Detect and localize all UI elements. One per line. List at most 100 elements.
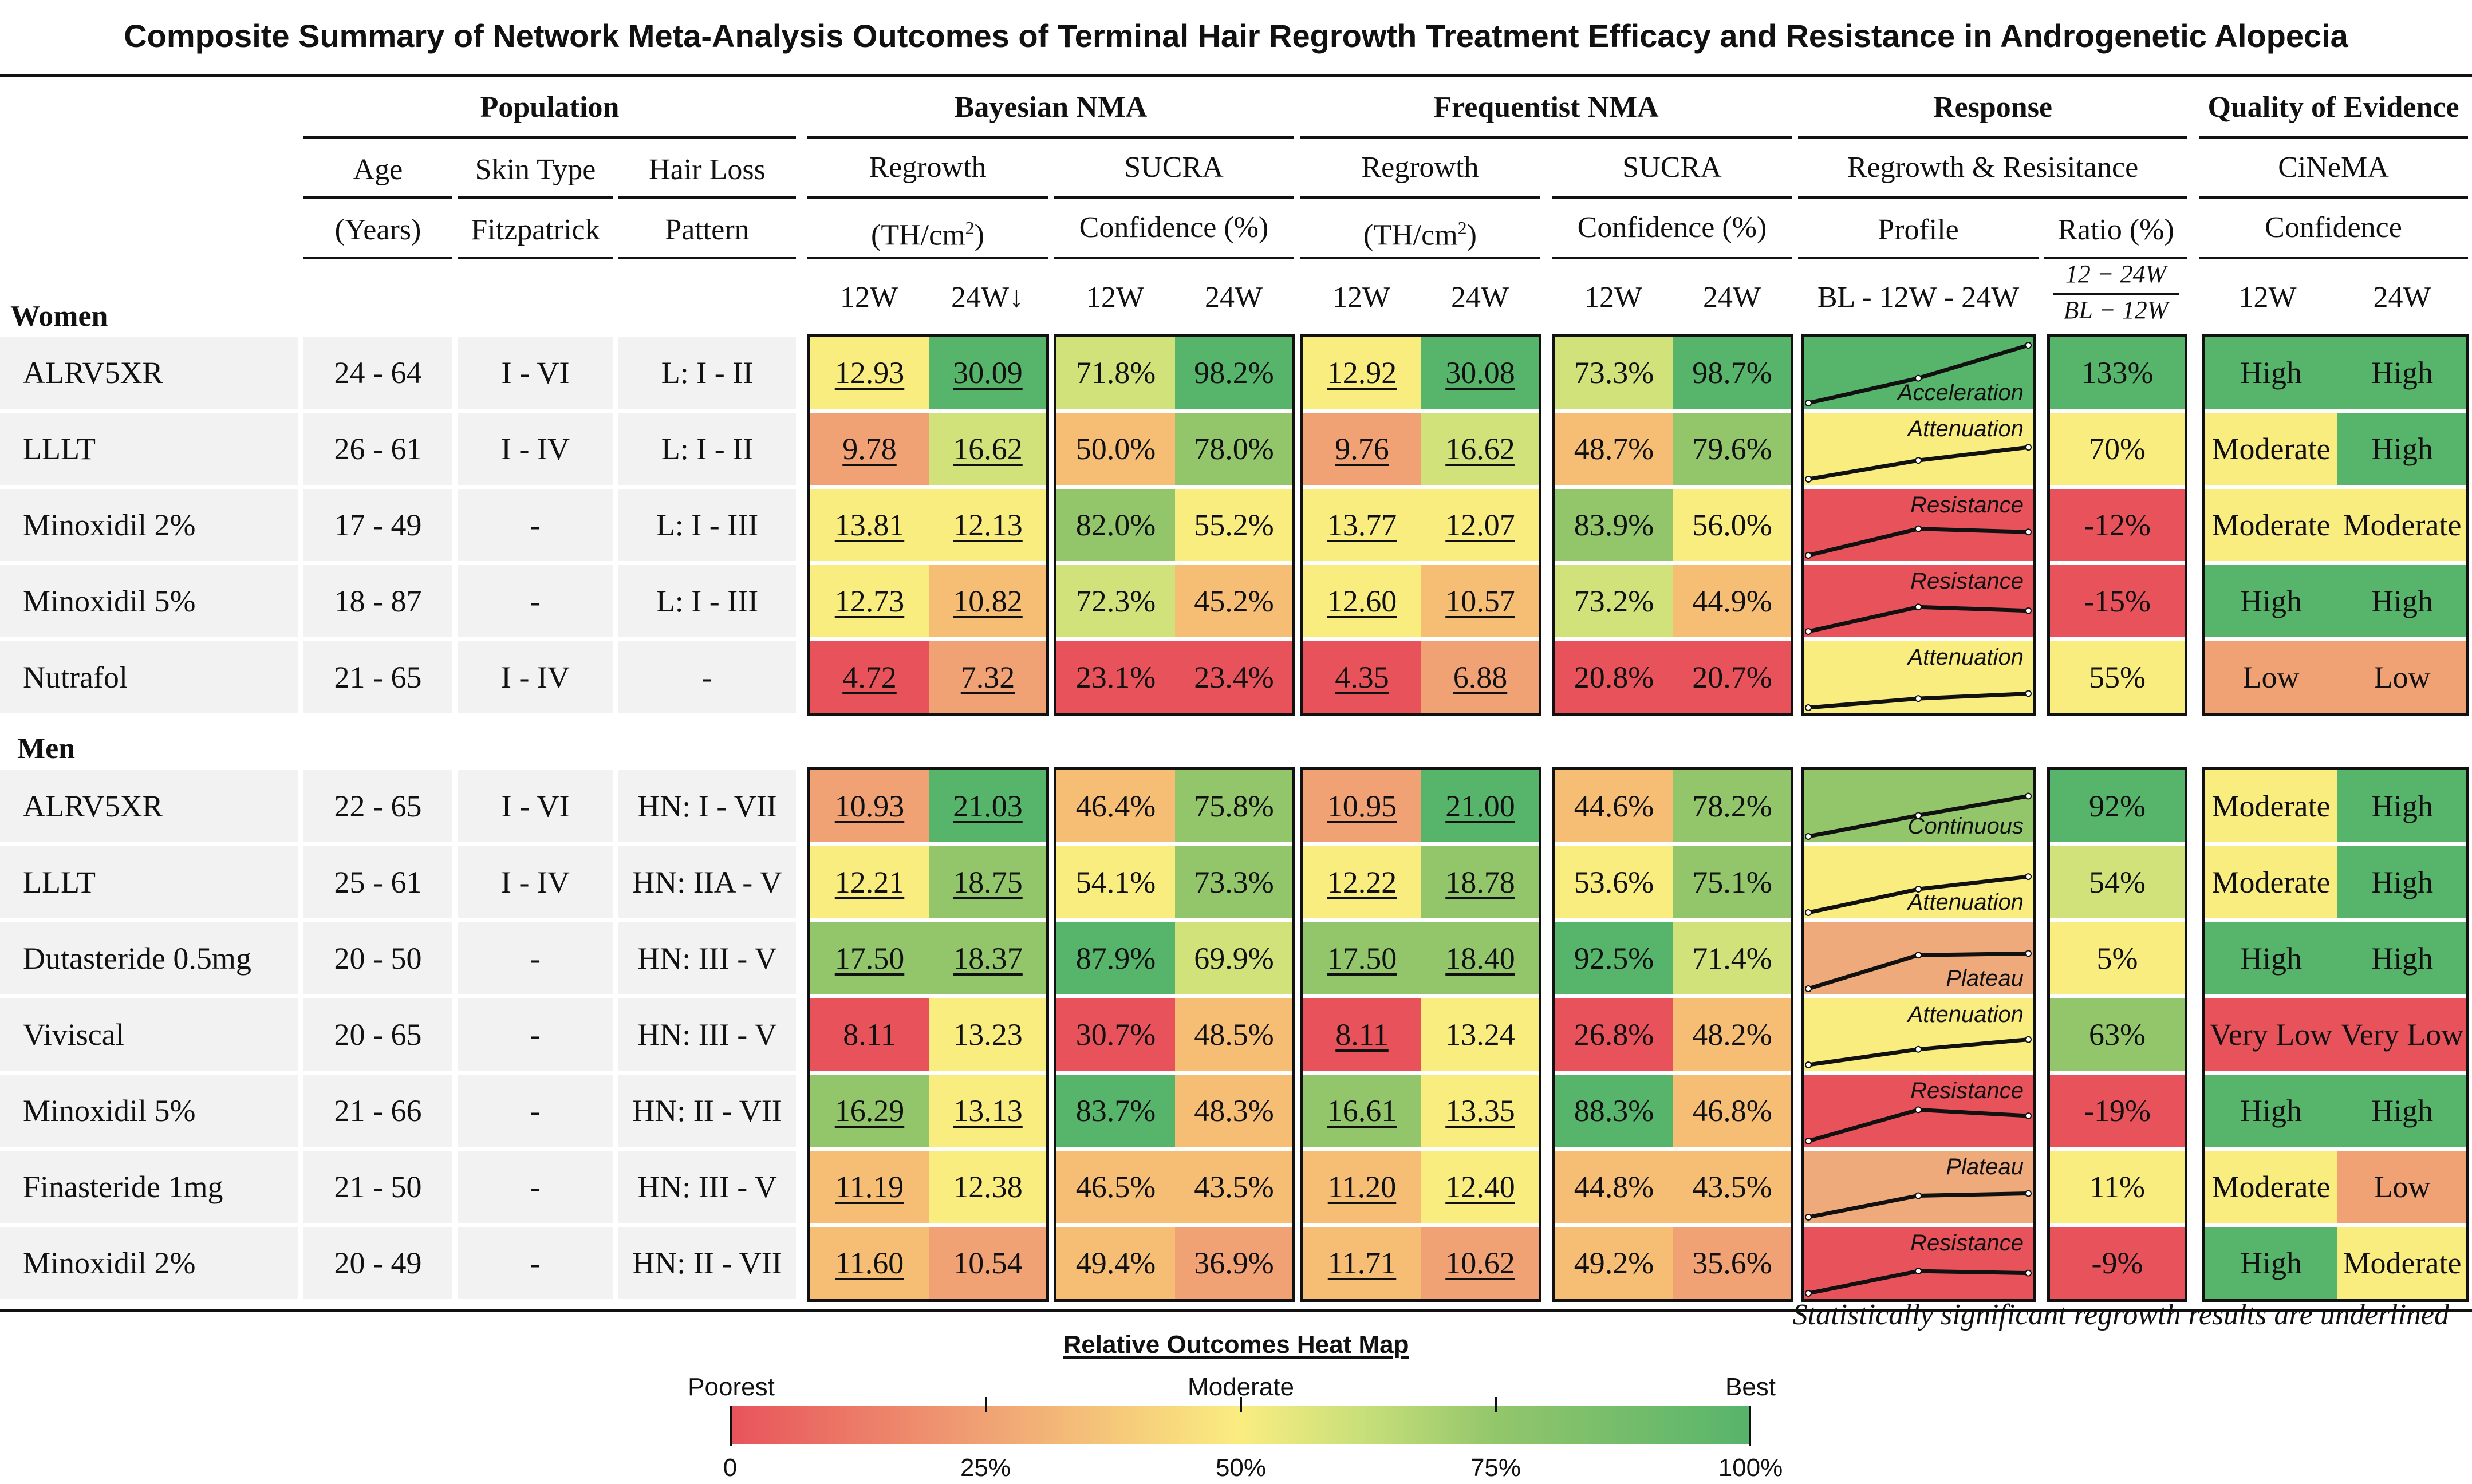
cell-value: 18.40 [1445,941,1515,976]
trend-point [2025,1190,2032,1197]
heat-cell-fs24: 35.6% [1673,1227,1791,1299]
heat-cell-b24: 13.13 [929,1075,1047,1147]
heat-cell-b24: 10.82 [929,565,1047,637]
trend-point [2025,1036,2032,1043]
profile-label: Resistance [1910,492,2024,518]
profile-sparkline: Acceleration [1804,337,2033,409]
trend-line [1805,792,2032,840]
hair-pattern-cell: HN: III - V [618,998,796,1071]
skin-type-cell: - [458,1227,613,1299]
heat-cell-bs12: 49.4% [1056,1227,1175,1299]
legend-tick-50: 50% [1215,1454,1267,1482]
heat-cell-b24: 30.09 [929,337,1047,409]
heat-cell-bs24: 75.8% [1175,770,1293,842]
trend-point [2025,1112,2032,1119]
row-label: ALRV5XR [0,770,298,842]
header-age-unit: (Years) [334,214,421,246]
trend-line [1805,873,2032,916]
heat-cell-c24: High [2337,1075,2467,1147]
header-bayesian: Bayesian NMA [954,91,1148,124]
trend-point [1805,1061,1812,1068]
cell-value: 8.11 [843,1017,896,1052]
ratio-fraction-bar [2053,293,2179,295]
profile-sparkline: Resistance [1804,1075,2033,1147]
heat-cell-b12: 13.81 [810,489,929,561]
profile-sparkline: Attenuation [1804,641,2033,713]
profile-label: Attenuation [1907,416,2024,441]
trend-line [1805,342,2032,406]
trend-point [1805,704,1812,711]
cell-value: 55.2% [1194,508,1274,542]
trend-point [1805,1138,1812,1144]
heat-cell-bs24: 45.2% [1175,565,1293,637]
heat-cell-fs24: 75.1% [1673,846,1791,918]
group-border [2202,767,2469,1302]
legend-title: Relative Outcomes Heat Map [0,1329,2472,1360]
heat-cell-r: 63% [2050,998,2185,1071]
cell-value: 13.23 [953,1017,1023,1052]
cell-value: I - VI [501,789,570,823]
trend-point [2025,1269,2032,1277]
trend-point [1915,1268,1922,1275]
heat-cell-bs24: 78.0% [1175,413,1293,485]
header-population: Population [480,91,620,124]
cell-value: Moderate [2211,1170,2331,1204]
cell-value: I - IV [501,865,570,899]
trend-point [2025,444,2032,451]
heat-cell-c24: High [2337,565,2467,637]
trend-line [1805,444,2032,483]
cell-value: 6.88 [1453,660,1508,694]
cell-value: High [2371,865,2433,899]
cell-value: 73.3% [1194,865,1274,899]
heat-cell-fs24: 56.0% [1673,489,1791,561]
heat-cell-fs24: 78.2% [1673,770,1791,842]
rule-l3 [2199,257,2468,259]
cell-value: 13.35 [1445,1094,1515,1128]
cell-value: HN: II - VII [632,1094,782,1128]
trend-point [1915,374,1922,382]
header-f-regrowth-unit: (TH/cm2) [1300,208,1540,255]
heat-cell-b24: 10.54 [929,1227,1047,1299]
cell-value: High [2371,941,2433,976]
cell-value: 48.2% [1692,1017,1772,1052]
rule-l3 [1054,257,1294,259]
profile-sparkline: Continuous [1804,770,2033,842]
legend-title-text: Relative Outcomes Heat Map [1063,1331,1409,1359]
cell-value: - [530,1170,541,1204]
legend-tick [1495,1397,1497,1412]
profile-label: Resistance [1910,569,2024,594]
heat-cell-b24: 16.62 [929,413,1047,485]
cell-value: 92% [2089,789,2146,823]
trend-point [1915,1045,1922,1053]
cell-value: 70% [2089,432,2146,466]
cell-value: 133% [2081,356,2154,390]
age-cell: 26 - 61 [303,413,452,485]
cell-value: 20.7% [1692,660,1772,694]
trend-point [2025,873,2032,881]
cell-value: - [530,941,541,976]
cell-value: Nutrafol [23,660,128,694]
cell-value: Viviscal [23,1017,124,1052]
heat-cell-c12: Moderate [2205,413,2337,485]
group-border [1801,334,2036,716]
group-border [1801,767,2036,1302]
rule-l2 [1300,196,1540,199]
trend-line [1805,603,2032,635]
heat-cell-f12: 12.92 [1303,337,1421,409]
cell-value: 16.61 [1327,1094,1397,1128]
cell-value: Minoxidil 2% [23,508,196,542]
rule-l3 [458,257,613,259]
legend-label-best: Best [1725,1373,1776,1401]
cell-value: 82.0% [1075,508,1156,542]
heat-cell-f24: 13.35 [1421,1075,1539,1147]
trend-line [1805,1106,2032,1144]
trend-point [1805,985,1812,992]
cell-value: 20 - 50 [334,941,422,976]
skin-type-cell: I - IV [458,641,613,713]
heat-cell-b12: 12.21 [810,846,929,918]
trend-point [1805,400,1812,406]
header-skin-sub: Fitzpatrick [471,214,600,246]
rule-l3 [807,257,1048,259]
heat-cell-fs24: 46.8% [1673,1075,1791,1147]
cell-value: 12.93 [834,356,905,390]
